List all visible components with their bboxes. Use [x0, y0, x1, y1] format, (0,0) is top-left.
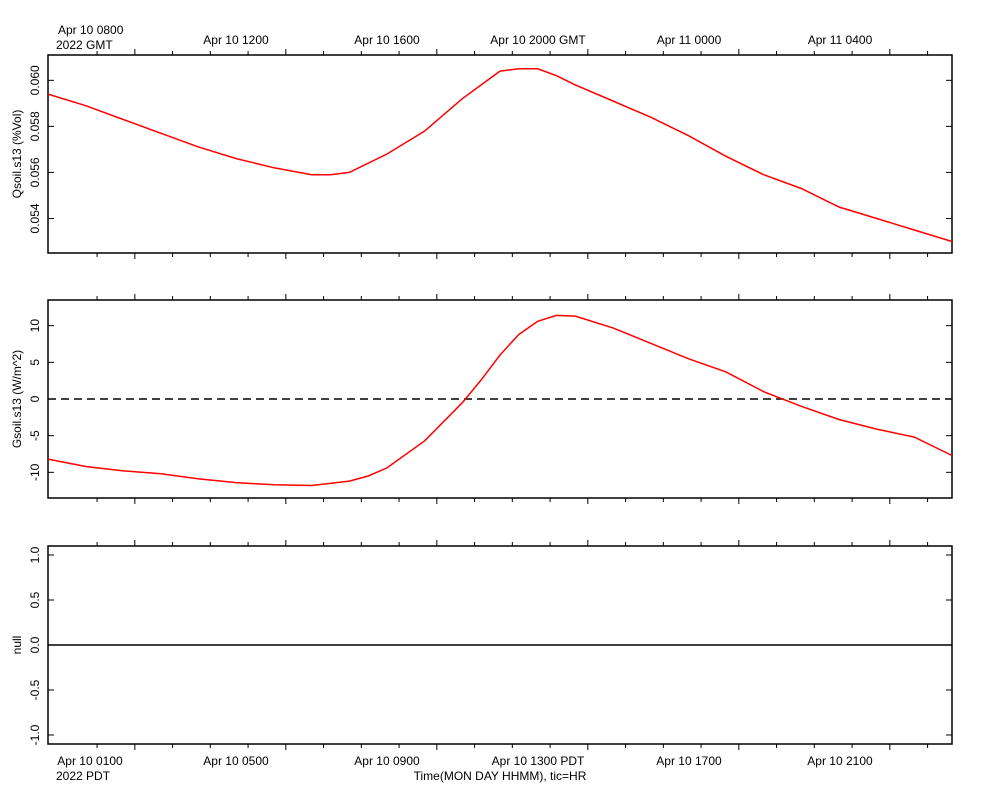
bottom-axis-label-0500: Apr 10 0500 — [203, 754, 269, 768]
top-axis-label-0400: Apr 11 0400 — [808, 33, 873, 47]
panel-qsoil: Qsoil.s13 (%Vol) 0.054 0.056 0.058 0.060 — [10, 49, 953, 259]
qsoil-series-line — [47, 68, 953, 243]
y-tick-label: -1.0 — [28, 724, 42, 745]
y-tick-label: 5 — [28, 359, 42, 366]
y-tick-label: -10 — [28, 463, 42, 481]
top-axis-label-0000: Apr 11 0000 — [657, 33, 722, 47]
y-tick-label: 0.054 — [28, 203, 42, 233]
y-tick-label: 0 — [28, 395, 42, 402]
top-axis-label-2000: Apr 10 2000 GMT — [490, 33, 586, 47]
bottom-axis-label-0900: Apr 10 0900 — [354, 754, 420, 768]
panel-qsoil-ylabel: Qsoil.s13 (%Vol) — [10, 110, 24, 199]
y-tick-label: -5 — [28, 430, 42, 441]
y-tick-label: 10 — [28, 319, 42, 333]
bottom-axis-label-1300: Apr 10 1300 PDT — [492, 754, 585, 768]
bottom-axis-year-tz: 2022 PDT — [56, 769, 111, 783]
bottom-axis-label-0100: Apr 10 0100 — [57, 754, 123, 768]
top-axis-label-1200: Apr 10 1200 — [203, 33, 269, 47]
y-tick-label: 0.060 — [28, 65, 42, 95]
gsoil-series-line — [47, 314, 953, 487]
y-tick-label: -0.5 — [28, 679, 42, 700]
panel-gsoil-ticks: -10 -5 0 5 10 — [28, 294, 952, 504]
panel-null: null -1.0 -0.5 0.0 0.5 1.0 — [10, 540, 953, 750]
bottom-axis-label-2100: Apr 10 2100 — [807, 754, 873, 768]
bottom-axis-label-1700: Apr 10 1700 — [656, 754, 722, 768]
top-axis-first-label-line2: 2022 GMT — [56, 38, 113, 52]
y-tick-label: 1.0 — [28, 546, 42, 563]
panel-gsoil: Gsoil.s13 (W/m^2) -10 -5 0 5 10 — [10, 294, 953, 504]
panel-qsoil-ticks: 0.054 0.056 0.058 0.060 — [28, 49, 952, 259]
panel-qsoil-frame — [47, 54, 953, 254]
y-tick-label: 0.056 — [28, 157, 42, 187]
panel-null-ylabel: null — [10, 636, 24, 655]
panel-gsoil-ylabel: Gsoil.s13 (W/m^2) — [10, 350, 24, 448]
bottom-axis-title: Time(MON DAY HHMM), tic=HR — [414, 769, 587, 783]
y-tick-label: 0.5 — [28, 591, 42, 608]
panel-null-ticks: -1.0 -0.5 0.0 0.5 1.0 — [28, 540, 952, 750]
top-axis-label-1600: Apr 10 1600 — [354, 33, 420, 47]
top-axis-first-label-line1: Apr 10 0800 — [58, 23, 124, 37]
y-tick-label: 0.058 — [28, 111, 42, 141]
y-tick-label: 0.0 — [28, 636, 42, 653]
